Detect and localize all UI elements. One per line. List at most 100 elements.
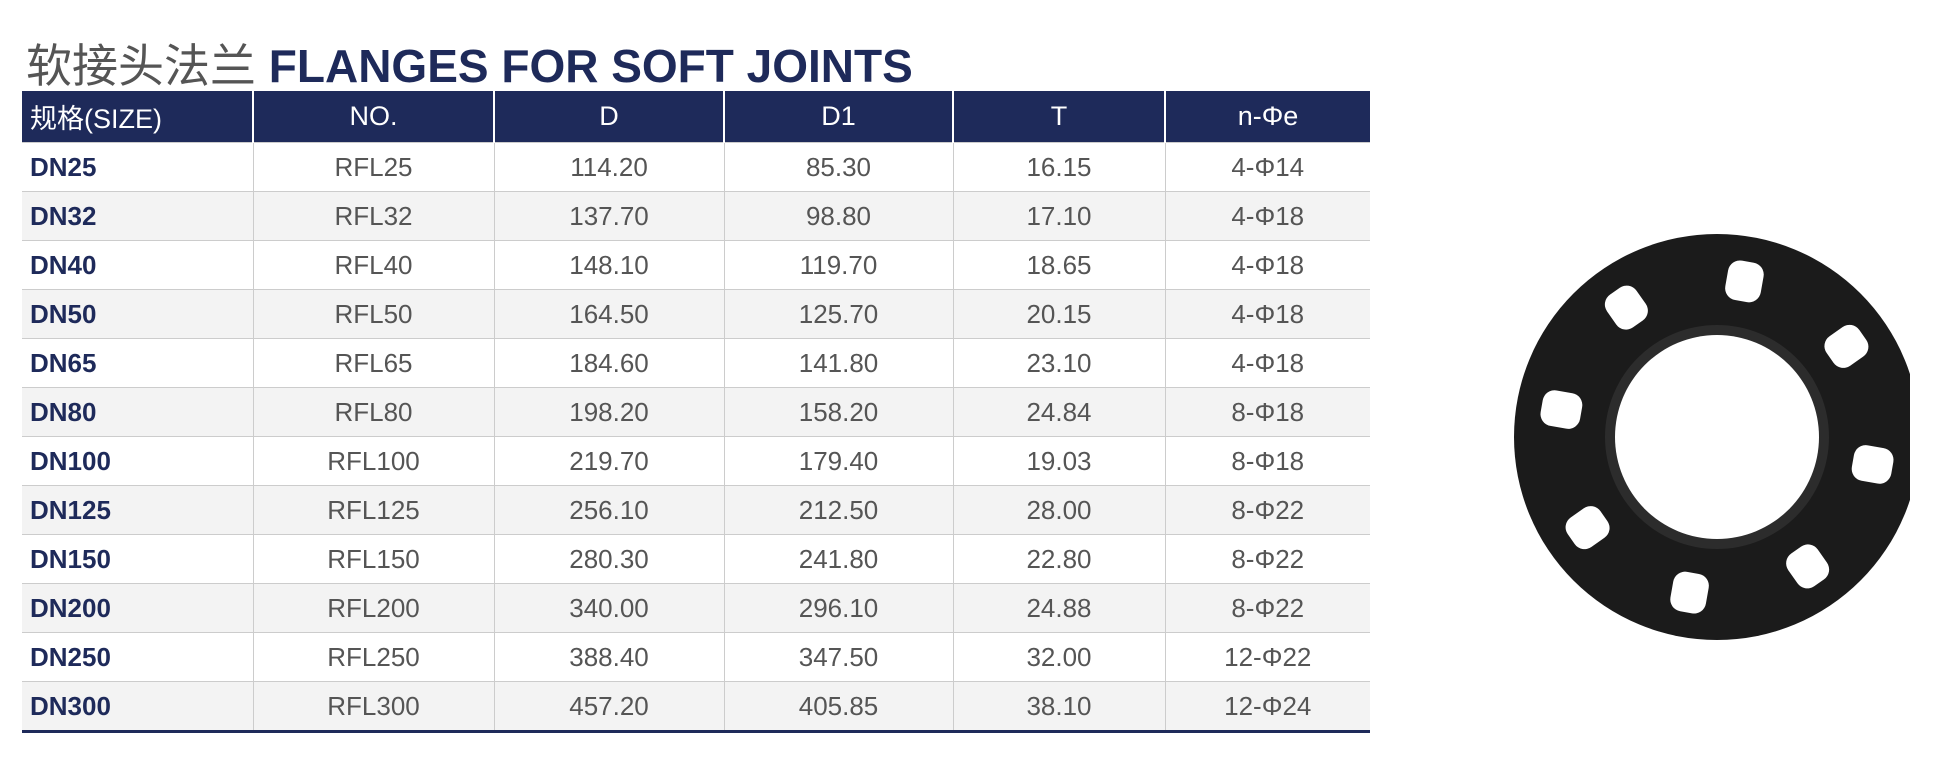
header-cell: NO. <box>252 91 494 143</box>
value-cell: RFL40 <box>252 240 494 290</box>
value-cell: 17.10 <box>952 191 1165 241</box>
header-cell: D <box>493 91 724 143</box>
value-cell: 8-Φ22 <box>1164 583 1370 633</box>
value-cell: RFL300 <box>252 681 494 732</box>
table-row: DN125 RFL125 256.10 212.50 28.00 8-Φ22 <box>22 485 1370 535</box>
table-row: DN50 RFL50 164.50 125.70 20.15 4-Φ18 <box>22 289 1370 339</box>
flange-hole <box>1615 335 1819 539</box>
value-cell: RFL250 <box>252 632 494 682</box>
value-cell: 347.50 <box>723 632 953 682</box>
value-cell: 114.20 <box>493 142 724 192</box>
table-row: DN80 RFL80 198.20 158.20 24.84 8-Φ18 <box>22 387 1370 437</box>
value-cell: 457.20 <box>493 681 724 732</box>
value-cell: 241.80 <box>723 534 953 584</box>
size-cell: DN250 <box>22 632 253 682</box>
value-cell: 32.00 <box>952 632 1165 682</box>
value-cell: 8-Φ18 <box>1164 387 1370 437</box>
bolt-hole <box>1604 285 1648 330</box>
size-cell: DN50 <box>22 289 253 339</box>
value-cell: 22.80 <box>952 534 1165 584</box>
size-cell: DN125 <box>22 485 253 535</box>
value-cell: RFL32 <box>252 191 494 241</box>
value-cell: 164.50 <box>493 289 724 339</box>
value-cell: 388.40 <box>493 632 724 682</box>
value-cell: 8-Φ22 <box>1164 485 1370 535</box>
header-cell: T <box>952 91 1165 143</box>
value-cell: 179.40 <box>723 436 953 486</box>
size-cell: DN32 <box>22 191 253 241</box>
table-row: DN250 RFL250 388.40 347.50 32.00 12-Φ22 <box>22 632 1370 682</box>
bolt-hole <box>1824 324 1869 368</box>
value-cell: RFL65 <box>252 338 494 388</box>
value-cell: 125.70 <box>723 289 953 339</box>
value-cell: 219.70 <box>493 436 724 486</box>
value-cell: 4-Φ18 <box>1164 338 1370 388</box>
value-cell: 148.10 <box>493 240 724 290</box>
table-row: DN32 RFL32 137.70 98.80 17.10 4-Φ18 <box>22 191 1370 241</box>
value-cell: 38.10 <box>952 681 1165 732</box>
value-cell: 212.50 <box>723 485 953 535</box>
size-cell: DN300 <box>22 681 253 732</box>
header-cell: D1 <box>723 91 953 143</box>
bolt-hole <box>1565 506 1610 550</box>
value-cell: 280.30 <box>493 534 724 584</box>
value-cell: 18.65 <box>952 240 1165 290</box>
size-cell: DN100 <box>22 436 253 486</box>
value-cell: 85.30 <box>723 142 953 192</box>
value-cell: 137.70 <box>493 191 724 241</box>
table-row: DN100 RFL100 219.70 179.40 19.03 8-Φ18 <box>22 436 1370 486</box>
value-cell: 16.15 <box>952 142 1165 192</box>
value-cell: 24.84 <box>952 387 1165 437</box>
size-cell: DN150 <box>22 534 253 584</box>
value-cell: RFL125 <box>252 485 494 535</box>
value-cell: 4-Φ18 <box>1164 191 1370 241</box>
value-cell: RFL50 <box>252 289 494 339</box>
header-cell: 规格(SIZE) <box>22 91 253 143</box>
value-cell: 405.85 <box>723 681 953 732</box>
value-cell: 8-Φ22 <box>1164 534 1370 584</box>
value-cell: 296.10 <box>723 583 953 633</box>
value-cell: 340.00 <box>493 583 724 633</box>
title-cn: 软接头法兰 <box>26 40 256 92</box>
value-cell: RFL80 <box>252 387 494 437</box>
bolt-holes <box>1540 260 1894 614</box>
bolt-hole <box>1851 445 1894 484</box>
value-cell: 20.15 <box>952 289 1165 339</box>
title-en: FLANGES FOR SOFT JOINTS <box>268 40 913 92</box>
bolt-hole <box>1540 390 1583 429</box>
value-cell: 198.20 <box>493 387 724 437</box>
table-body: DN25 RFL25 114.20 85.30 16.15 4-Φ14 DN32 RFL32 1… <box>22 142 1370 732</box>
value-cell: 19.03 <box>952 436 1165 486</box>
flange-image <box>1514 234 1910 640</box>
table-row: DN40 RFL40 148.10 119.70 18.65 4-Φ18 <box>22 240 1370 290</box>
value-cell: 4-Φ18 <box>1164 240 1370 290</box>
value-cell: 4-Φ18 <box>1164 289 1370 339</box>
table-row: DN200 RFL200 340.00 296.10 24.88 8-Φ22 <box>22 583 1370 633</box>
value-cell: 23.10 <box>952 338 1165 388</box>
bolt-hole <box>1670 571 1709 614</box>
value-cell: 141.80 <box>723 338 953 388</box>
value-cell: 98.80 <box>723 191 953 241</box>
size-cell: DN80 <box>22 387 253 437</box>
size-cell: DN25 <box>22 142 253 192</box>
value-cell: 8-Φ18 <box>1164 436 1370 486</box>
value-cell: 158.20 <box>723 387 953 437</box>
header-cell: n-Φe <box>1164 91 1370 143</box>
value-cell: 24.88 <box>952 583 1165 633</box>
value-cell: 119.70 <box>723 240 953 290</box>
table-row: DN300 RFL300 457.20 405.85 38.10 12-Φ24 <box>22 681 1370 732</box>
value-cell: 256.10 <box>493 485 724 535</box>
value-cell: 184.60 <box>493 338 724 388</box>
value-cell: RFL200 <box>252 583 494 633</box>
value-cell: 4-Φ14 <box>1164 142 1370 192</box>
value-cell: 28.00 <box>952 485 1165 535</box>
value-cell: 12-Φ24 <box>1164 681 1370 732</box>
value-cell: RFL100 <box>252 436 494 486</box>
title: 软接头法兰 FLANGES FOR SOFT JOINTS <box>26 30 913 96</box>
table-row: DN65 RFL65 184.60 141.80 23.10 4-Φ18 <box>22 338 1370 388</box>
table-row: DN150 RFL150 280.30 241.80 22.80 8-Φ22 <box>22 534 1370 584</box>
size-cell: DN65 <box>22 338 253 388</box>
